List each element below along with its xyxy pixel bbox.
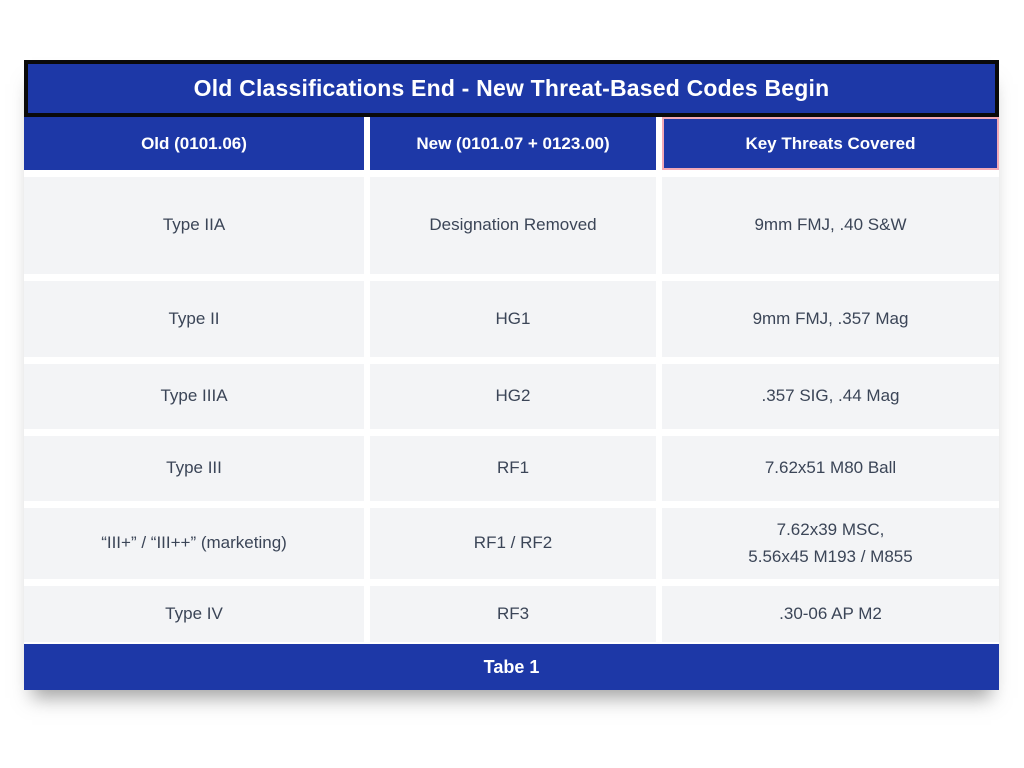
cell-new: RF3: [370, 586, 656, 642]
table-header-row: Old (0101.06) New (0101.07 + 0123.00) Ke…: [24, 117, 999, 170]
table-row: Type II HG1 9mm FMJ, .357 Mag: [24, 281, 999, 357]
table-row: Type IIIA HG2 .357 SIG, .44 Mag: [24, 364, 999, 429]
cell-old: Type IIIA: [24, 364, 364, 429]
table-caption: Tabe 1: [483, 656, 540, 677]
cell-new: RF1 / RF2: [370, 508, 656, 579]
column-header-old: Old (0101.06): [24, 117, 364, 170]
cell-threats: 9mm FMJ, .40 S&W: [662, 177, 999, 274]
table-row: “III+” / “III++” (marketing) RF1 / RF2 7…: [24, 508, 999, 579]
table-row: Type IV RF3 .30-06 AP M2: [24, 586, 999, 642]
cell-old: Type IIA: [24, 177, 364, 274]
cell-old: Type II: [24, 281, 364, 357]
classification-table: Old Classifications End - New Threat-Bas…: [24, 60, 999, 690]
table-title-bar: Old Classifications End - New Threat-Bas…: [24, 60, 999, 117]
cell-old: Type IV: [24, 586, 364, 642]
table-caption-bar: Tabe 1: [24, 644, 999, 690]
cell-threats: 7.62x51 M80 Ball: [662, 436, 999, 501]
cell-threats: .357 SIG, .44 Mag: [662, 364, 999, 429]
table-title: Old Classifications End - New Threat-Bas…: [193, 75, 830, 101]
cell-new: HG2: [370, 364, 656, 429]
column-header-threats: Key Threats Covered: [662, 117, 999, 170]
cell-threats: .30-06 AP M2: [662, 586, 999, 642]
column-header-new: New (0101.07 + 0123.00): [370, 117, 656, 170]
cell-old: “III+” / “III++” (marketing): [24, 508, 364, 579]
cell-new: RF1: [370, 436, 656, 501]
cell-threats: 7.62x39 MSC, 5.56x45 M193 / M855: [662, 508, 999, 579]
cell-new: Designation Removed: [370, 177, 656, 274]
table-row: Type IIA Designation Removed 9mm FMJ, .4…: [24, 177, 999, 274]
cell-threats: 9mm FMJ, .357 Mag: [662, 281, 999, 357]
cell-new: HG1: [370, 281, 656, 357]
table-row: Type III RF1 7.62x51 M80 Ball: [24, 436, 999, 501]
cell-old: Type III: [24, 436, 364, 501]
